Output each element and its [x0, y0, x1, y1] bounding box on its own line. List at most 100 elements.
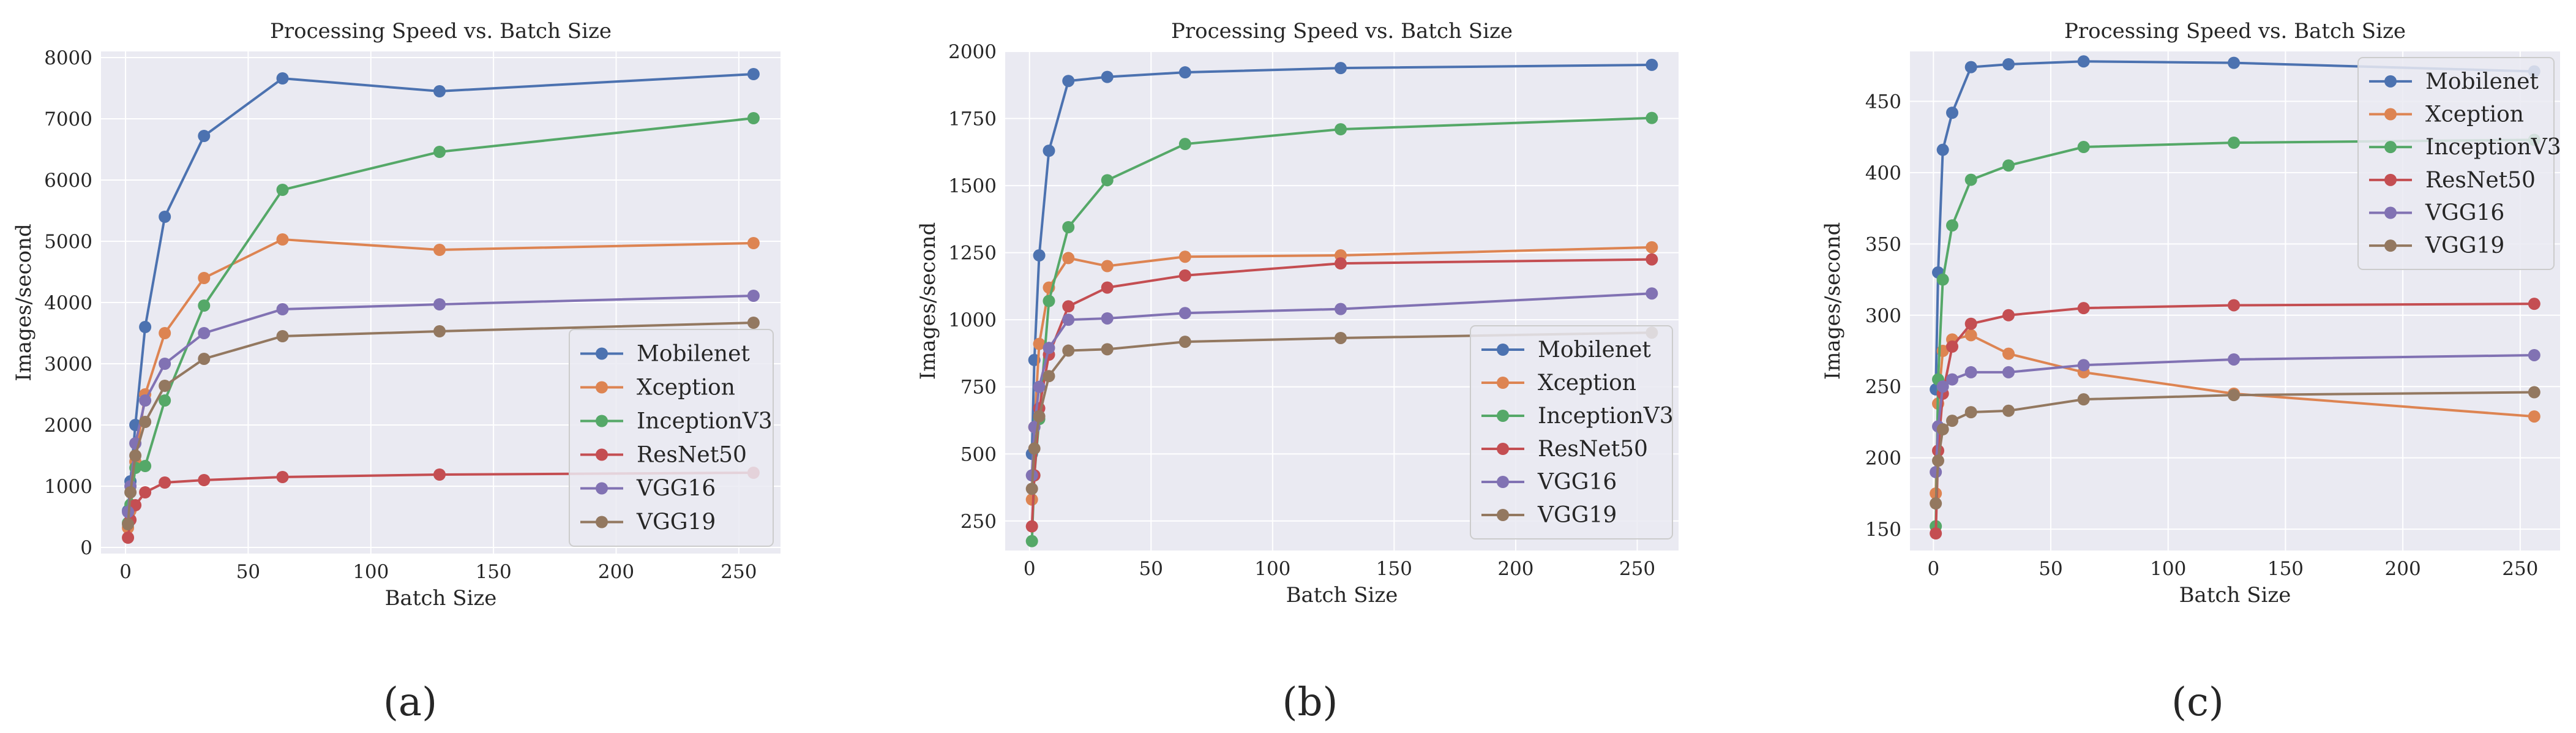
data-point-resnet50: [1964, 317, 1977, 330]
data-point-mobilenet: [1646, 58, 1658, 71]
legend-entry-inceptionv3: InceptionV3: [637, 409, 773, 434]
data-point-resnet50: [122, 532, 135, 544]
data-point-resnet50: [1178, 269, 1191, 282]
data-point-inceptionv3: [1062, 221, 1075, 234]
x-tick-label: 200: [1497, 558, 1533, 580]
y-axis-label: Images/second: [12, 224, 36, 381]
y-tick-label: 2000: [44, 415, 92, 437]
data-point-inceptionv3: [1936, 273, 1949, 286]
y-tick-label: 750: [960, 377, 997, 399]
y-tick-label: 3000: [44, 353, 92, 375]
chart-title: Processing Speed vs. Batch Size: [270, 19, 612, 43]
data-point-mobilenet: [1043, 145, 1055, 157]
data-point-mobilenet: [2077, 55, 2090, 68]
legend-entry-vgg16: VGG16: [1537, 470, 1617, 495]
data-point-resnet50: [2228, 299, 2241, 312]
data-point-vgg16: [433, 298, 446, 310]
chart-panel-a: 0 1000 2000 3000 4000 5000 6000 7000 8000 0 50 100 1…: [12, 19, 781, 725]
legend-entry-vgg16: VGG16: [636, 476, 716, 502]
data-point-resnet50: [433, 468, 446, 481]
y-tick-label: 6000: [44, 170, 92, 192]
legend-swatch-marker: [596, 347, 608, 360]
data-point-vgg19: [1043, 370, 1055, 383]
legend-entry-mobilenet: Mobilenet: [637, 342, 750, 367]
data-point-vgg19: [1025, 483, 1038, 495]
data-point-vgg19: [1062, 344, 1075, 357]
data-point-vgg16: [1335, 303, 1347, 315]
x-tick-label: 200: [598, 561, 634, 583]
data-point-inceptionv3: [1646, 111, 1658, 124]
legend-entry-inceptionv3: InceptionV3: [1538, 404, 1674, 429]
legend-swatch-marker: [596, 516, 608, 528]
data-point-vgg19: [139, 416, 152, 428]
panel-label: (b): [1282, 680, 1338, 725]
data-point-mobilenet: [1936, 143, 1949, 156]
legend-entry-vgg16: VGG16: [2425, 201, 2504, 226]
data-point-resnet50: [2528, 298, 2540, 310]
y-tick-label: 5000: [44, 231, 92, 253]
legend-swatch-marker: [2384, 108, 2397, 121]
data-point-vgg19: [198, 353, 211, 365]
data-point-resnet50: [1025, 520, 1038, 533]
x-tick-label: 0: [1024, 558, 1036, 580]
data-point-vgg19: [1033, 410, 1046, 423]
legend-swatch-marker: [1497, 443, 1509, 455]
data-point-vgg16: [1646, 287, 1658, 300]
data-point-vgg16: [2002, 366, 2015, 378]
data-point-inceptionv3: [1335, 123, 1347, 136]
legend-box: [2357, 57, 2555, 270]
x-axis-label: Batch Size: [2179, 583, 2291, 607]
data-point-vgg19: [2228, 389, 2241, 402]
x-tick-label: 250: [2502, 558, 2538, 580]
x-tick-label: 0: [119, 561, 132, 583]
y-tick-label: 1500: [948, 175, 997, 197]
data-point-xception: [1101, 260, 1114, 273]
legend-swatch-marker: [1497, 509, 1509, 521]
data-point-resnet50: [198, 474, 211, 486]
data-point-inceptionv3: [1025, 535, 1038, 547]
legend-entry-vgg19: VGG19: [636, 510, 716, 535]
data-point-mobilenet: [2228, 56, 2241, 69]
y-tick-label: 150: [1865, 519, 1901, 541]
data-point-inceptionv3: [198, 299, 211, 312]
data-point-vgg19: [1930, 497, 1942, 510]
x-tick-label: 50: [1139, 558, 1163, 580]
data-point-mobilenet: [276, 72, 289, 85]
data-point-vgg16: [276, 303, 289, 315]
y-tick-label: 350: [1865, 233, 1901, 255]
data-point-mobilenet: [1178, 66, 1191, 79]
legend: Mobilenet Xception InceptionV3 ResNet50 VGG1…: [2357, 57, 2561, 270]
data-point-xception: [2528, 410, 2540, 423]
x-axis-label: Batch Size: [1286, 583, 1398, 607]
y-tick-label: 1750: [948, 108, 997, 130]
data-point-resnet50: [1946, 340, 1959, 353]
data-point-mobilenet: [1101, 70, 1114, 83]
data-point-vgg16: [1043, 342, 1055, 355]
legend-entry-resnet50: ResNet50: [2425, 168, 2536, 193]
data-point-mobilenet: [747, 68, 760, 80]
legend-entry-xception: Xception: [1538, 370, 1636, 396]
legend-swatch-marker: [1497, 410, 1509, 422]
data-point-vgg16: [1178, 307, 1191, 320]
data-point-xception: [1025, 493, 1038, 506]
data-point-inceptionv3: [1178, 138, 1191, 151]
data-point-inceptionv3: [1101, 174, 1114, 187]
y-tick-label: 2000: [948, 41, 997, 63]
chart-panel-b: 250 500 750 1000 1250 1500 1750 2000 0 50 100 150 20…: [916, 19, 1679, 725]
series-vgg19: [1025, 326, 1658, 495]
data-point-xception: [1178, 250, 1191, 263]
data-point-mobilenet: [139, 321, 152, 333]
data-point-inceptionv3: [747, 112, 760, 124]
data-point-xception: [1062, 252, 1075, 265]
legend: Mobilenet Xception InceptionV3 ResNet50 VGG1…: [569, 329, 774, 547]
data-point-xception: [1646, 241, 1658, 254]
data-point-vgg16: [1946, 373, 1959, 386]
data-point-resnet50: [139, 486, 152, 498]
data-point-vgg19: [1936, 423, 1949, 436]
y-tick-label: 8000: [44, 47, 92, 69]
data-point-vgg19: [276, 330, 289, 342]
data-point-inceptionv3: [139, 460, 152, 472]
y-tick-label: 1000: [948, 309, 997, 331]
legend-swatch-marker: [2384, 141, 2397, 154]
legend-box: [569, 329, 774, 547]
